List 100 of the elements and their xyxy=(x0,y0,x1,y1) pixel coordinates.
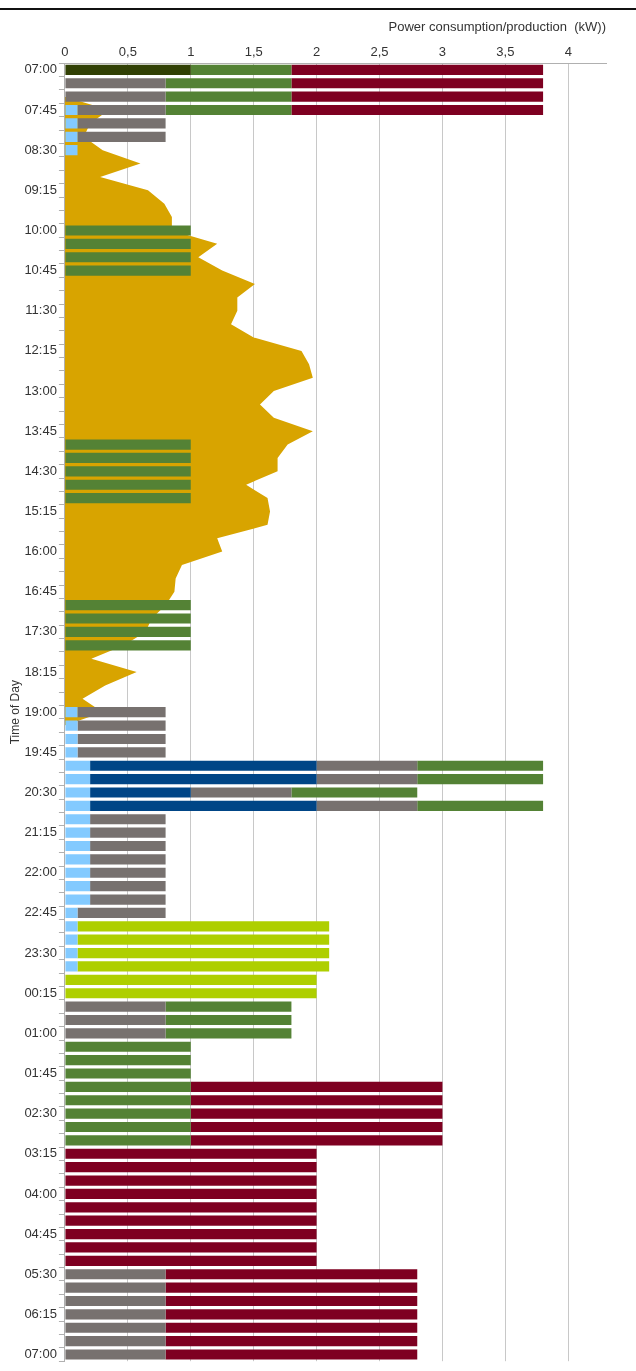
bar xyxy=(77,707,166,718)
y-tick-label: 16:45 xyxy=(24,583,57,599)
y-tick-label: 23:30 xyxy=(24,944,57,960)
bar xyxy=(90,814,166,825)
bar xyxy=(291,78,544,89)
bar xyxy=(291,104,544,116)
bar xyxy=(65,867,91,878)
bar xyxy=(65,1135,191,1146)
bar xyxy=(65,921,78,932)
bar xyxy=(190,1121,443,1133)
y-tick-label: 16:00 xyxy=(24,543,57,559)
y-tick-label: 03:15 xyxy=(24,1145,57,1161)
bar xyxy=(165,1001,292,1012)
y-tick-label: 00:15 xyxy=(24,984,57,1000)
bar xyxy=(190,64,292,75)
bar xyxy=(77,947,330,959)
bar xyxy=(65,1162,317,1173)
bar xyxy=(65,1242,317,1253)
bar xyxy=(65,640,191,651)
bar xyxy=(77,720,166,731)
bar xyxy=(65,827,91,838)
bar xyxy=(65,1269,166,1280)
bar xyxy=(65,881,91,892)
bar xyxy=(165,1322,418,1333)
bar xyxy=(65,238,191,249)
bar xyxy=(65,1188,317,1200)
bar xyxy=(65,225,191,236)
y-tick-label: 05:30 xyxy=(24,1265,57,1281)
bar xyxy=(65,760,91,771)
y-tick-label: 22:00 xyxy=(24,864,57,880)
bar xyxy=(77,733,166,745)
bar xyxy=(65,600,191,611)
bar xyxy=(90,800,317,811)
bar xyxy=(65,64,191,75)
bar xyxy=(165,1028,292,1039)
bar xyxy=(77,747,166,758)
bar xyxy=(65,1295,166,1307)
y-tick-label: 19:00 xyxy=(24,703,57,719)
bar xyxy=(165,1282,418,1293)
bar xyxy=(65,145,78,156)
bar xyxy=(65,252,191,263)
bar xyxy=(65,466,191,477)
y-tick-label: 01:45 xyxy=(24,1065,57,1081)
bar xyxy=(65,814,91,825)
x-tick-label: 2,5 xyxy=(370,43,389,59)
bar xyxy=(65,787,91,798)
bar xyxy=(65,907,78,919)
x-tick-label: 3 xyxy=(438,43,447,59)
bar xyxy=(65,774,91,785)
y-tick-label: 22:45 xyxy=(24,904,57,920)
y-tick-label: 08:30 xyxy=(24,141,57,157)
bar xyxy=(65,265,191,276)
bar xyxy=(65,1349,166,1360)
bar xyxy=(165,1295,418,1307)
y-tick-label: 06:15 xyxy=(24,1305,57,1321)
y-axis-title: Time of Day xyxy=(7,680,22,745)
x-tick-label: 0 xyxy=(61,43,69,59)
bar xyxy=(65,894,91,905)
bar xyxy=(90,894,166,905)
bar xyxy=(65,1095,191,1106)
y-tick-label: 17:30 xyxy=(24,623,57,639)
bar xyxy=(90,760,317,771)
bar xyxy=(190,1108,443,1119)
bar xyxy=(65,1228,317,1240)
bar xyxy=(65,493,191,504)
bar xyxy=(65,1108,191,1119)
bar xyxy=(65,439,191,450)
bar xyxy=(165,1349,418,1360)
bar xyxy=(65,131,78,142)
bar xyxy=(65,613,191,624)
bar xyxy=(77,961,330,972)
x-tick-label: 2 xyxy=(312,43,321,59)
y-tick-label: 09:15 xyxy=(24,181,57,197)
y-tick-label: 07:00 xyxy=(24,1346,57,1362)
bar xyxy=(65,961,78,972)
bar xyxy=(190,787,292,798)
bar xyxy=(65,1148,317,1159)
y-tick-label: 21:15 xyxy=(24,824,57,840)
y-tick-label: 10:00 xyxy=(24,222,57,238)
bar xyxy=(65,1055,191,1066)
bar xyxy=(65,1014,166,1026)
bar xyxy=(65,1081,191,1092)
y-tick-label: 04:45 xyxy=(24,1225,57,1241)
bar xyxy=(90,840,166,852)
bar xyxy=(77,907,166,919)
bar xyxy=(65,626,191,637)
bar xyxy=(65,1068,191,1079)
bar xyxy=(65,988,317,999)
bar xyxy=(190,1081,443,1092)
y-tick-label: 12:15 xyxy=(24,342,57,358)
bar xyxy=(65,1028,166,1039)
bar xyxy=(65,1282,166,1293)
y-tick-label: 07:00 xyxy=(24,61,57,77)
bar xyxy=(65,118,78,129)
bar xyxy=(65,707,78,718)
bar xyxy=(65,78,166,89)
bar xyxy=(90,854,166,865)
bar xyxy=(65,91,166,102)
bar xyxy=(316,800,418,811)
bar xyxy=(77,104,166,116)
